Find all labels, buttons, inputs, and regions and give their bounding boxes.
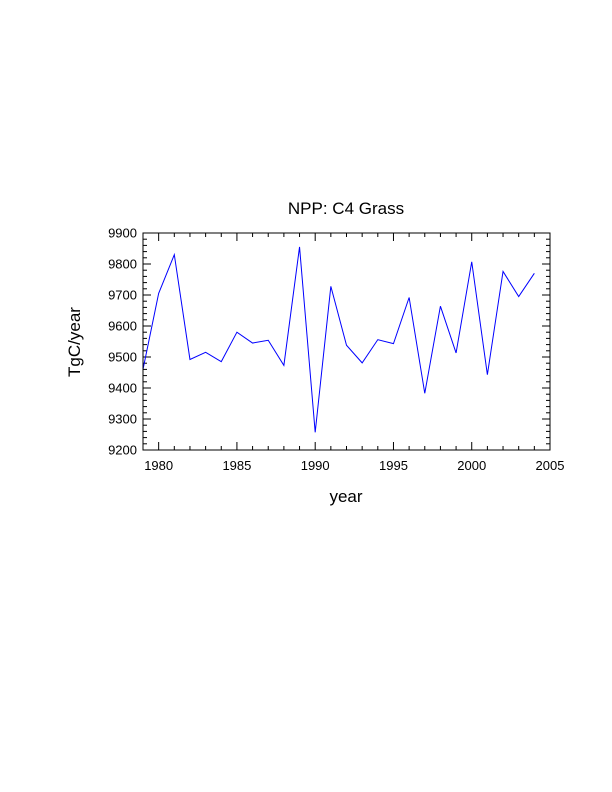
data-point-1980 [158, 293, 159, 294]
data-point-2003 [518, 296, 519, 297]
data-point-1998 [440, 306, 441, 307]
y-tick-label: 9600 [108, 319, 137, 334]
data-point-2000 [471, 261, 472, 262]
minor-ticks [142, 233, 550, 450]
x-axis-title: year [329, 487, 362, 506]
data-point-1995 [393, 343, 394, 344]
x-tick-label: 1980 [144, 458, 173, 473]
x-tick-label: 2005 [536, 458, 565, 473]
data-point-2001 [487, 374, 488, 375]
x-tick-label: 1995 [379, 458, 408, 473]
data-point-1983 [205, 352, 206, 353]
data-point-1981 [174, 254, 175, 255]
data-point-1991 [330, 286, 331, 287]
plot-frame [142, 232, 551, 451]
data-point-1992 [346, 345, 347, 346]
series-line-0 [142, 246, 535, 433]
data-point-1986 [252, 342, 253, 343]
data-point-2002 [502, 271, 503, 272]
y-axis-title: TgC/year [65, 307, 84, 377]
data-point-1988 [283, 365, 284, 366]
data-point-2004 [534, 273, 535, 274]
series-layer [142, 246, 535, 433]
x-tick-label: 2000 [457, 458, 486, 473]
data-point-1994 [377, 339, 378, 340]
y-tick-label: 9300 [108, 412, 137, 427]
data-point-1996 [409, 297, 410, 298]
data-point-1993 [362, 362, 363, 363]
y-tick-label: 9400 [108, 381, 137, 396]
major-ticks [143, 232, 551, 451]
y-tick-labels: 9200 9300 9400 9500 9600 9700 9800 9900 [108, 226, 137, 458]
x-tick-label: 1985 [222, 458, 251, 473]
x-tick-label: 1990 [301, 458, 330, 473]
data-point-1984 [221, 361, 222, 362]
y-tick-label: 9900 [108, 226, 137, 241]
data-point-1989 [299, 246, 300, 247]
y-tick-label: 9800 [108, 257, 137, 272]
data-point-1990 [315, 432, 316, 433]
chart-title: NPP: C4 Grass [288, 199, 404, 218]
y-tick-label: 9700 [108, 288, 137, 303]
y-tick-label: 9200 [108, 443, 137, 458]
y-tick-label: 9500 [108, 350, 137, 365]
data-point-1997 [424, 393, 425, 394]
data-point-1987 [268, 340, 269, 341]
data-point-1982 [189, 359, 190, 360]
data-point-1999 [455, 352, 456, 353]
data-point-1985 [236, 332, 237, 333]
x-tick-labels: 1980 1985 1990 1995 2000 2005 [144, 458, 564, 473]
